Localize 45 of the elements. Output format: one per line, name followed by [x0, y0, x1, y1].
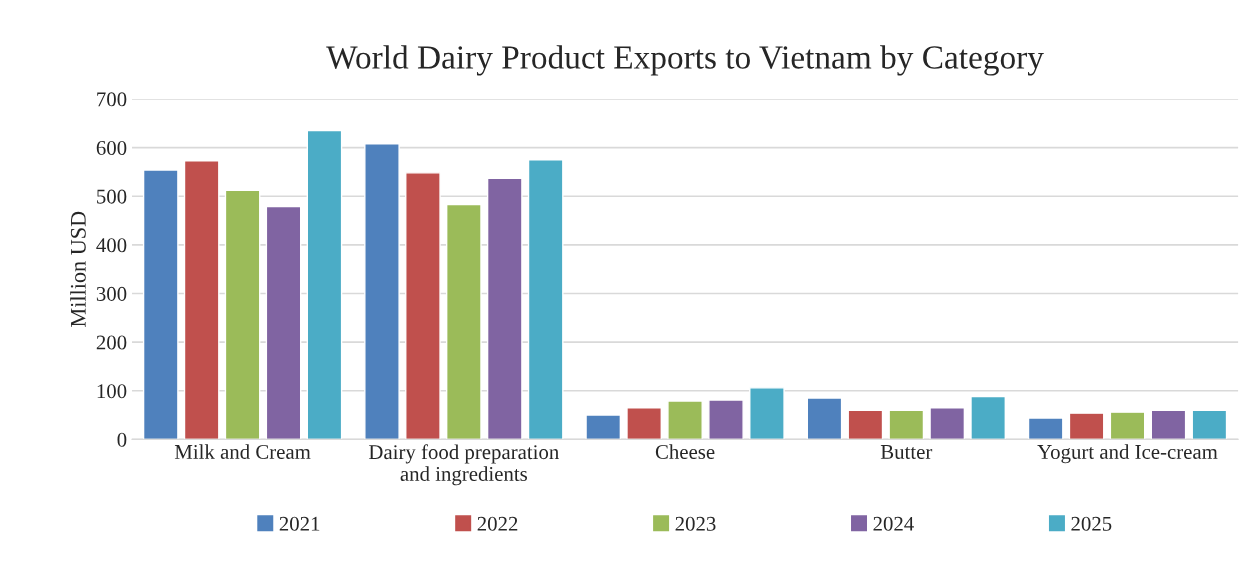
bar — [486, 177, 523, 440]
bar — [306, 129, 343, 440]
legend-label: 2022 — [477, 516, 518, 531]
bar — [364, 142, 400, 440]
legend-label: 2024 — [873, 516, 914, 531]
bar — [1150, 409, 1187, 440]
x-tick-label: Yogurt and Ice-cream — [1037, 444, 1218, 464]
y-tick-label: 0 — [117, 432, 127, 447]
y-axis-title: Million USD — [70, 211, 86, 327]
bar — [929, 407, 966, 440]
bar — [1068, 412, 1105, 440]
legend-label: 2023 — [675, 516, 716, 531]
bar — [1109, 411, 1146, 440]
y-tick-label: 700 — [97, 92, 127, 107]
y-tick-label: 300 — [96, 286, 127, 301]
y-tick-label: 100 — [97, 384, 127, 399]
bar — [183, 160, 220, 440]
bar — [847, 409, 884, 440]
bar — [527, 159, 564, 440]
y-tick-label: 400 — [96, 238, 127, 253]
bar — [585, 414, 622, 440]
bar — [445, 203, 482, 440]
y-tick-label: 600 — [96, 140, 127, 156]
legend-label: 2021 — [279, 516, 320, 531]
bar — [142, 169, 179, 440]
bar — [405, 172, 441, 440]
bar — [224, 189, 261, 440]
legend-label: 2025 — [1071, 516, 1112, 531]
bar — [749, 387, 785, 440]
bar — [806, 397, 843, 440]
bar — [265, 205, 302, 440]
bar — [1027, 417, 1064, 440]
bar — [888, 409, 925, 440]
y-tick-label: 500 — [97, 189, 127, 204]
x-tick-label: Milk and Cream — [174, 444, 311, 459]
chart-title: World Dairy Product Exports to Vietnam by Category — [326, 45, 1044, 76]
x-tick-label: Butter — [880, 445, 933, 459]
x-tick-label: Cheese — [655, 444, 715, 459]
bar — [970, 395, 1006, 440]
bar — [708, 399, 744, 440]
bar — [667, 400, 703, 440]
bar — [1191, 409, 1228, 440]
bar — [626, 407, 662, 440]
x-tick-label: Dairy food preparation and ingredients — [368, 444, 559, 486]
y-tick-label: 200 — [96, 335, 127, 350]
